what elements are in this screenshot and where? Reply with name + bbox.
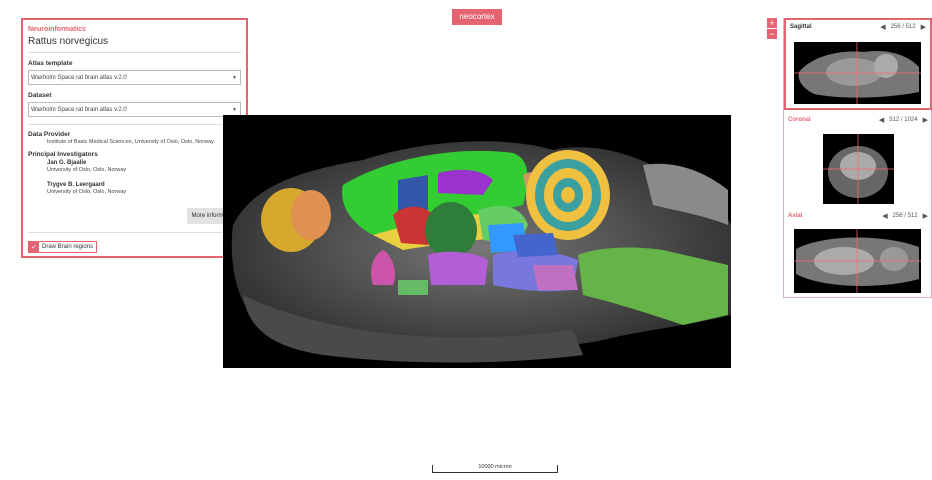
investigator-name: Trygve B. Leergaard: [47, 182, 105, 188]
triangle-right-icon[interactable]: ▶: [922, 213, 928, 220]
axial-title: Axial: [788, 213, 803, 219]
atlas-template-select[interactable]: Waxholm Space rat brain atlas v.2.0 ▼: [28, 70, 241, 85]
data-provider-label: Data Provider: [28, 131, 71, 138]
category-label: Neuroinformatics: [28, 26, 86, 33]
coronal-view[interactable]: Coronal ◀ 512 / 1024 ▶: [784, 113, 932, 127]
dataset-info-panel: Neuroinformatics Rattus norvegicus Atlas…: [21, 18, 248, 258]
axial-index: 256 / 512: [892, 213, 918, 219]
check-icon: ✓: [29, 242, 39, 252]
sagittal-index: 256 / 512: [890, 24, 916, 30]
scale-bar: [432, 465, 558, 473]
main-slice-viewer[interactable]: [223, 115, 731, 368]
triangle-left-icon[interactable]: ◀: [882, 213, 888, 220]
draw-brain-regions-toggle[interactable]: ✓ Draw Brain regions: [28, 241, 98, 253]
scale-bar-label: 10000 micron: [478, 464, 512, 470]
species-title: Rattus norvegicus: [28, 36, 241, 53]
investigator-name: Jan G. Bjaalie: [47, 160, 87, 166]
investigators-label: Principal Investigators: [28, 151, 98, 158]
triangle-left-icon[interactable]: ◀: [878, 117, 885, 124]
brain-sagittal-image: [231, 141, 731, 363]
sagittal-title: Sagittal: [790, 24, 812, 30]
dataset-label: Dataset: [28, 92, 52, 99]
coronal-title: Coronal: [788, 117, 811, 123]
caret-down-icon: ▼: [232, 75, 237, 81]
zoom-out-button[interactable]: −: [767, 29, 777, 39]
coronal-thumbnail[interactable]: [823, 134, 894, 204]
coronal-thumbnail-image: [823, 134, 894, 204]
atlas-template-label: Atlas template: [28, 60, 73, 67]
axial-thumbnail-image: [794, 229, 921, 293]
triangle-left-icon[interactable]: ◀: [880, 24, 886, 31]
selected-region-badge[interactable]: neocortex: [452, 9, 502, 25]
investigator-affiliation: University of Oslo, Oslo, Norway: [47, 189, 127, 195]
triangle-right-icon[interactable]: ▶: [920, 24, 926, 31]
draw-brain-regions-label: Draw Brain regions: [42, 244, 94, 250]
coronal-index: 512 / 1024: [889, 117, 918, 123]
atlas-template-value: Waxholm Space rat brain atlas v.2.0: [31, 75, 127, 81]
zoom-in-button[interactable]: +: [767, 18, 777, 28]
caret-down-icon: ▼: [232, 107, 237, 113]
dataset-value: Waxholm Space rat brain atlas v.2.0: [31, 107, 127, 113]
divider: [28, 232, 241, 233]
sagittal-thumbnail[interactable]: [794, 42, 921, 104]
triangle-right-icon[interactable]: ▶: [922, 117, 928, 124]
sagittal-thumbnail-image: [794, 42, 921, 104]
axial-thumbnail[interactable]: [794, 229, 921, 293]
investigator-affiliation: University of Oslo, Oslo, Norway: [47, 167, 127, 173]
dataset-select[interactable]: Waxholm Space rat brain atlas v.2.0 ▼: [28, 102, 241, 117]
data-provider-value: Institute of Basic Medical Sciences, Uni…: [47, 139, 214, 145]
divider: [28, 124, 241, 125]
axial-view[interactable]: Axial ◀ 256 / 512 ▶: [784, 209, 932, 223]
